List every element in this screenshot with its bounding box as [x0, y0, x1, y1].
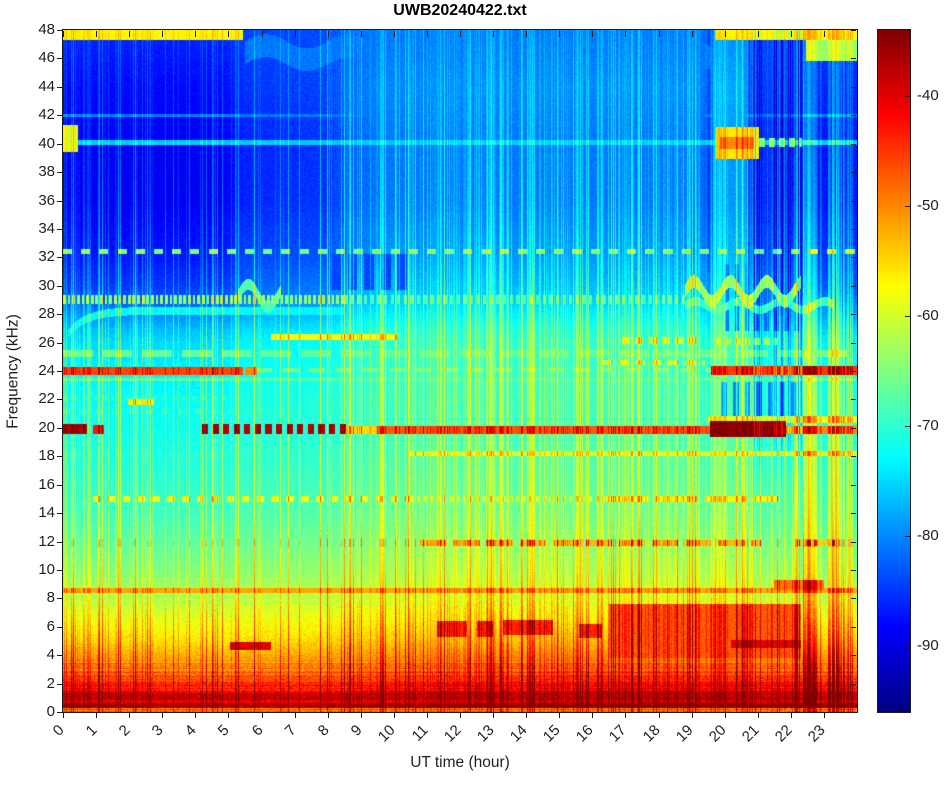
colorbar-tick-label: -90: [917, 637, 939, 654]
y-tick-label: 44: [38, 77, 55, 95]
y-tick-label: 30: [38, 276, 55, 294]
colorbar-tick-label: -70: [917, 417, 939, 434]
y-tick-label: 14: [38, 504, 55, 522]
y-tick-label: 22: [38, 390, 55, 408]
y-tick-label: 32: [38, 248, 55, 266]
y-tick-label: 0: [46, 703, 55, 720]
y-tick-label: 4: [46, 646, 55, 664]
y-tick-label: 12: [38, 532, 55, 550]
spectrogram-heatmap: [63, 30, 857, 712]
y-tick-label: 46: [38, 49, 55, 67]
y-tick-label: 48: [38, 21, 55, 38]
y-tick-label: 38: [38, 163, 55, 181]
colorbar-gradient: [878, 30, 910, 712]
y-tick-label: 24: [38, 362, 55, 379]
y-tick-label: 16: [38, 475, 55, 493]
colorbar-tick-label: -50: [917, 197, 939, 214]
y-tick-label: 28: [38, 305, 55, 323]
y-tick-label: 8: [46, 589, 55, 607]
y-tick-label: 34: [38, 219, 55, 237]
colorbar-tick-label: -80: [917, 527, 939, 544]
x-axis-label: UT time (hour): [410, 754, 510, 771]
y-tick-label: 2: [46, 674, 55, 692]
y-tick-label: 6: [46, 617, 55, 635]
colorbar-tick-label: -40: [917, 87, 939, 104]
chart-title: UWB20240422.txt: [393, 2, 527, 19]
y-tick-label: 26: [38, 333, 55, 351]
y-tick-label: 18: [38, 447, 55, 465]
y-tick-label: 10: [38, 560, 55, 578]
y-tick-label: 20: [38, 418, 55, 436]
colorbar-tick-label: -60: [917, 307, 939, 324]
y-tick-label: 42: [38, 106, 55, 124]
y-tick-label: 40: [38, 134, 55, 152]
y-tick-label: 36: [38, 191, 55, 209]
